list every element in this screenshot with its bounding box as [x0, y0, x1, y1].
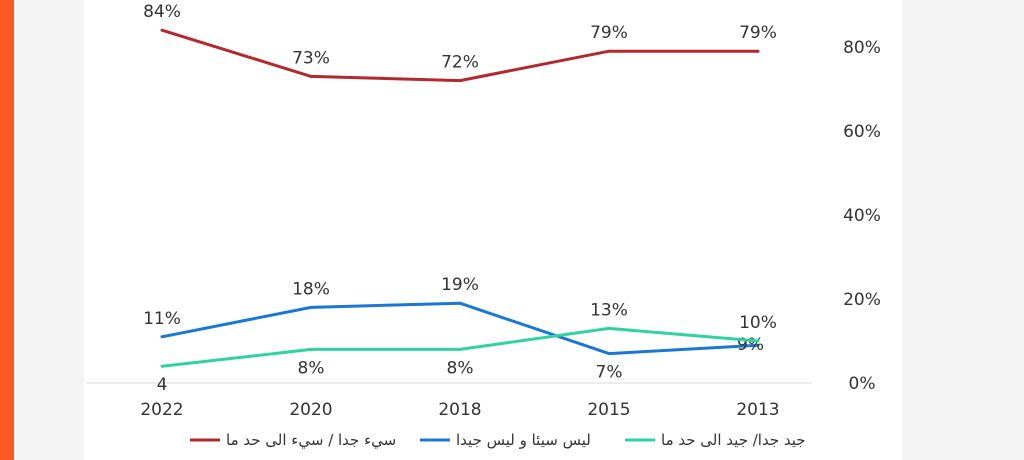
x-tick-label: 2015 [587, 400, 630, 420]
legend-label: جيد جدا/ جيد الى حد ما [661, 431, 806, 449]
data-label: 18% [292, 279, 330, 299]
x-tick-label: 2020 [289, 400, 332, 420]
data-point [160, 28, 164, 32]
data-point [458, 301, 462, 305]
data-point [607, 326, 611, 330]
data-label: 10% [739, 313, 777, 333]
data-label: 8% [447, 358, 474, 378]
data-point [756, 343, 760, 347]
y-tick-label: 0% [849, 374, 876, 394]
data-label: 7% [596, 363, 623, 383]
data-label: 79% [739, 23, 777, 43]
data-label: 4 [157, 375, 168, 395]
data-point [309, 305, 313, 309]
y-tick-label: 20% [843, 290, 881, 310]
data-point [309, 74, 313, 78]
x-tick-label: 2018 [438, 400, 481, 420]
data-point [607, 49, 611, 53]
y-tick-label: 80% [843, 38, 881, 58]
data-point [607, 352, 611, 356]
data-point [458, 79, 462, 83]
data-point [309, 347, 313, 351]
data-label: 13% [590, 300, 628, 320]
series-line-2 [161, 301, 759, 356]
data-label: 8% [298, 358, 325, 378]
data-point [756, 49, 760, 53]
y-tick-label: 60% [843, 122, 881, 142]
legend-label: ليس سيئا و ليس جيدا [456, 431, 591, 449]
accent-strip [0, 0, 14, 460]
data-point [160, 335, 164, 339]
data-label: 72% [441, 53, 479, 73]
data-point [160, 364, 164, 368]
legend-label: سيء جدا / سيء الى حد ما [226, 431, 396, 450]
data-label: 73% [292, 48, 330, 68]
data-label: 19% [441, 275, 479, 295]
data-point [458, 347, 462, 351]
data-label: 84% [143, 2, 181, 22]
x-tick-label: 2013 [736, 400, 779, 420]
data-point [756, 339, 760, 343]
data-label: 11% [143, 309, 181, 329]
data-label: 79% [590, 23, 628, 43]
y-tick-label: 40% [843, 206, 881, 226]
x-tick-label: 2022 [140, 400, 183, 420]
